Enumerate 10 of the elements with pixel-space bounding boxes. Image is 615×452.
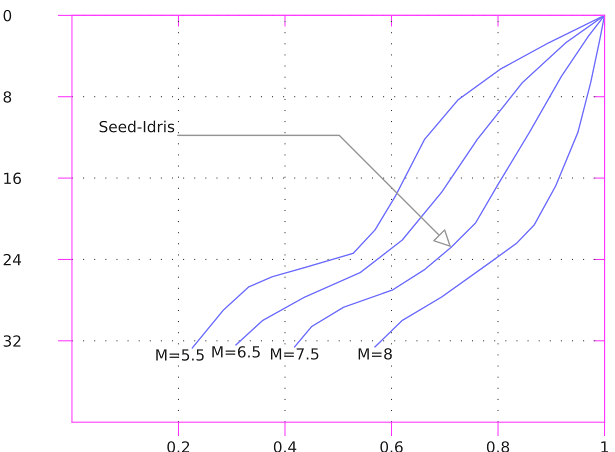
y-tick-label: 32 bbox=[4, 335, 20, 347]
annotation: Seed-Idris bbox=[100, 120, 174, 132]
series-label: M=7.5 bbox=[270, 348, 318, 360]
y-tick-label: 8 bbox=[4, 91, 12, 103]
series-label: M=6.5 bbox=[212, 346, 260, 358]
y-tick-label: 0 bbox=[4, 10, 12, 22]
y-tick-label: 24 bbox=[4, 254, 22, 266]
series-label: M=5.5 bbox=[156, 349, 204, 361]
series-label: M=8 bbox=[358, 348, 392, 360]
y-tick-label: 16 bbox=[4, 172, 21, 184]
